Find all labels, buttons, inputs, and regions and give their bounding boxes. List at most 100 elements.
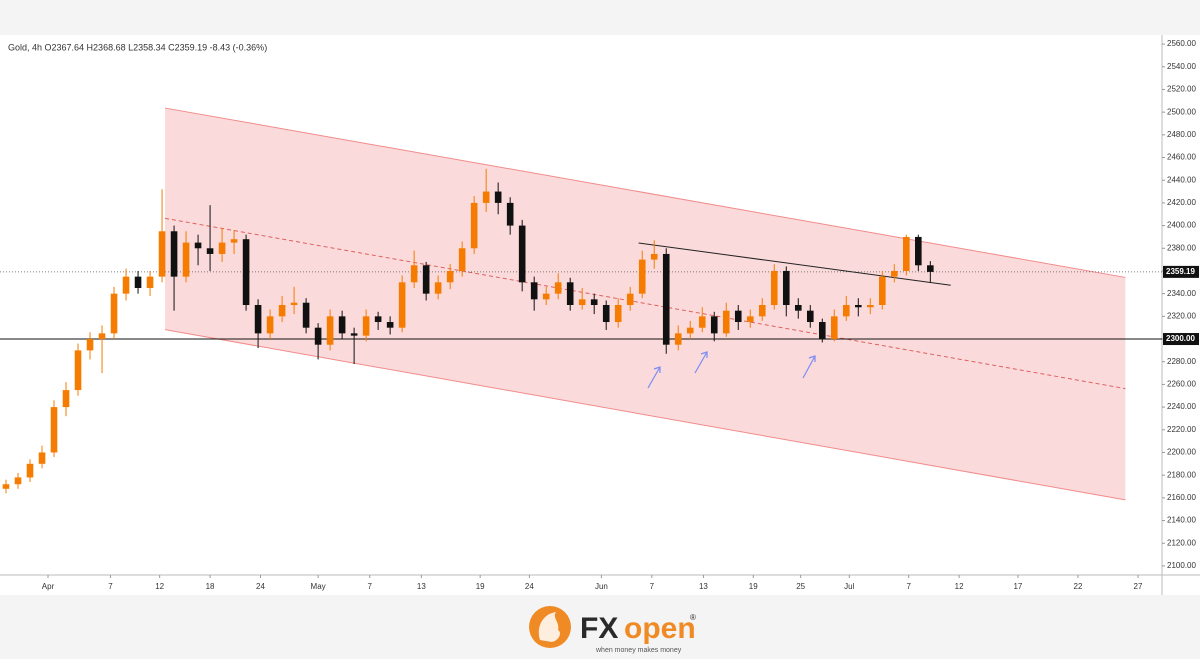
candle-body [98,333,106,340]
candle-body [602,305,610,323]
y-tick-label: 2340.00 [1167,289,1196,298]
price-axis-background [1162,35,1200,595]
candle-body [86,339,94,351]
candle-body [891,270,898,277]
candle-body [122,276,130,294]
support-badge [1163,333,1199,346]
chart: 2100.00 2120.00 2140.00 2160.00 2180.00 2200.… [0,35,1200,595]
candle-body [374,316,382,323]
candle-body [206,248,214,254]
x-tick-label: 17 [1013,582,1022,591]
y-tick-label: 2320.00 [1167,311,1196,320]
candle-body [362,316,370,336]
y-tick-label: 2280.00 [1167,357,1196,366]
support-badge-label: 2300.00 [1166,334,1195,343]
candle-body [110,293,118,334]
candle-body [170,231,178,277]
candle-body [794,305,802,311]
candle-body [158,231,166,277]
y-tick-label: 2540.00 [1167,62,1196,71]
channel-upper [164,107,1126,278]
candle-body [446,270,454,283]
x-tick-label: 7 [650,582,655,591]
channel-lower [164,329,1126,501]
logo-lion [538,612,560,642]
x-tick-label: 13 [699,582,708,591]
chart-title: Gold, 4h O2367.64 H2368.68 L2358.34 C235… [8,42,267,52]
candle-body [614,305,622,323]
brand-open: open [624,612,696,645]
y-tick-label: 2480.00 [1167,130,1196,139]
x-tick-label: 19 [749,582,758,591]
candle-body [698,316,706,328]
candle-body [74,350,82,391]
candle-body [554,282,562,294]
candle-body [650,253,658,260]
candle-body [314,327,322,345]
candle-body [927,265,934,272]
x-tick-label: 7 [368,582,373,591]
candle-body [903,236,910,271]
candle-body [230,239,238,243]
x-tick-label: Jun [595,582,608,591]
channel-fill [165,108,1126,500]
registered: ® [690,613,696,622]
y-tick-label: 2120.00 [1167,538,1196,547]
x-tick-label: 24 [256,582,265,591]
x-tick-label: 12 [955,582,964,591]
brand-fx: FX [580,612,618,645]
candle-body [830,316,838,340]
y-tick-label: 2200.00 [1167,448,1196,457]
y-tick-label: 2460.00 [1167,153,1196,162]
candle-body [686,327,694,334]
y-tick-label: 2180.00 [1167,470,1196,479]
x-tick-label: 13 [417,582,426,591]
candle-body [14,477,22,485]
candle-body [38,452,46,464]
candle-body [398,282,406,328]
candle-body [782,270,790,305]
candle-body [710,316,718,334]
candle-body [350,333,358,336]
candle-body [879,276,886,305]
candle-body [818,322,826,340]
channel-middle [164,217,1126,390]
candle-body [626,293,634,305]
x-tick-label: Apr [42,582,55,591]
candle-body [410,265,418,283]
x-tick-label: 22 [1074,582,1083,591]
x-tick-label: 7 [108,582,113,591]
y-tick-label: 2440.00 [1167,175,1196,184]
x-tick-label: May [311,582,326,591]
candle-body [722,310,730,334]
candle-body [662,253,670,345]
candle-body [746,316,754,323]
candle-body [590,299,598,305]
candle-body [758,305,766,317]
candle-body [266,316,274,334]
candle-body [866,305,874,308]
candle-body [915,236,922,266]
candle-body [326,316,334,345]
candle-body [218,242,226,254]
y-tick-label: 2160.00 [1167,493,1196,502]
candle-body [638,259,646,294]
candle-body [578,299,586,305]
y-tick-label: 2380.00 [1167,243,1196,252]
x-tick-label: 12 [155,582,164,591]
last-price-badge [1163,265,1199,278]
y-tick-label: 2140.00 [1167,516,1196,525]
candle-body [494,191,502,203]
arrow [647,366,661,389]
candle-body [26,463,34,478]
footer: FX open ® when money makes money [529,606,696,654]
candle-body [482,191,490,203]
y-tick-label: 2520.00 [1167,85,1196,94]
candle-body [2,484,10,489]
last-price-badge-label: 2359.19 [1166,267,1195,276]
x-tick-label: 25 [796,582,805,591]
y-tick-label: 2260.00 [1167,380,1196,389]
x-tick-label: 18 [206,582,215,591]
candle-body [146,276,154,288]
candle-body [290,302,298,305]
